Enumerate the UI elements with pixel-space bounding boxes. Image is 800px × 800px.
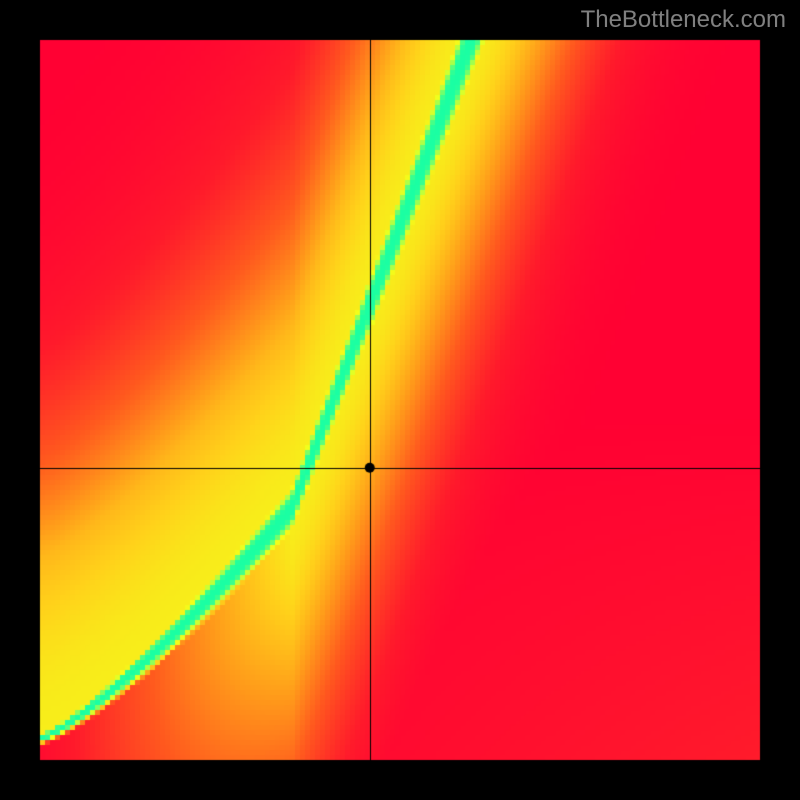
bottleneck-heatmap bbox=[0, 0, 800, 800]
attribution-text: TheBottleneck.com bbox=[581, 6, 786, 34]
